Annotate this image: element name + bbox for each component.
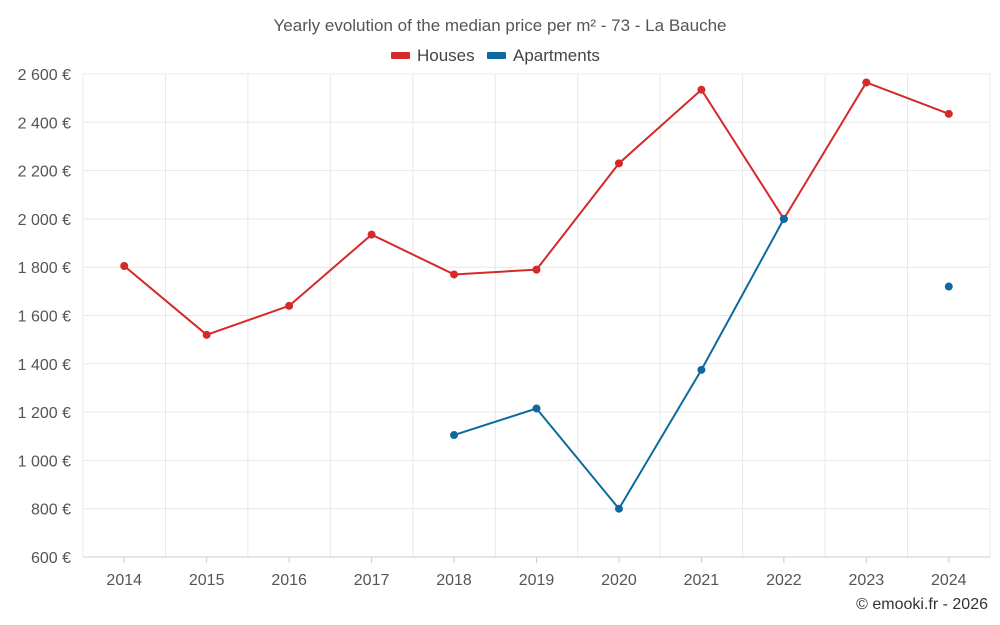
data-point-apartments[interactable] [450,431,459,440]
data-point-houses[interactable] [697,85,706,94]
legend-label: Apartments [513,46,600,65]
x-tick-label: 2017 [354,572,390,589]
legend: Houses Apartments [391,46,600,65]
legend-swatch [487,52,506,59]
series-apartments [450,214,953,513]
data-point-apartments[interactable] [944,282,953,291]
legend-item-apartments[interactable]: Apartments [487,46,600,65]
y-tick-label: 1 600 € [18,309,71,326]
x-tick-label: 2024 [931,572,967,589]
data-point-houses[interactable] [944,109,953,118]
data-point-houses[interactable] [202,330,211,339]
data-point-houses[interactable] [614,159,623,168]
legend-item-houses[interactable]: Houses [391,46,475,65]
data-point-houses[interactable] [367,230,376,239]
series-houses [120,78,953,339]
x-tick-label: 2021 [684,572,720,589]
x-tick-label: 2018 [436,572,472,589]
chart-title: Yearly evolution of the median price per… [274,16,727,35]
data-point-houses[interactable] [532,265,541,274]
x-tick-label: 2022 [766,572,802,589]
data-point-houses[interactable] [862,78,871,87]
y-tick-label: 800 € [31,502,71,519]
data-point-apartments[interactable] [532,404,541,413]
x-tick-label: 2016 [271,572,307,589]
y-tick-label: 2 000 € [18,212,71,229]
grid-lines [82,73,991,558]
y-tick-label: 1 800 € [18,260,71,277]
series-layer [120,78,953,513]
y-tick-label: 2 600 € [18,67,71,84]
data-point-houses[interactable] [450,270,459,279]
data-point-houses[interactable] [120,261,129,270]
axes: 600 € 800 € 1 000 € 1 200 € 1 400 € 1 600 € 1 … [18,67,990,589]
y-tick-label: 1 200 € [18,405,71,422]
x-tick-label: 2015 [189,572,225,589]
y-tick-label: 600 € [31,550,71,567]
y-tick-label: 1 400 € [18,357,71,374]
x-tick-label: 2019 [519,572,555,589]
data-point-apartments[interactable] [697,365,706,374]
x-tick-label: 2023 [849,572,885,589]
legend-label: Houses [417,46,475,65]
data-point-apartments[interactable] [779,214,788,223]
x-tick-label: 2020 [601,572,637,589]
data-point-apartments[interactable] [614,504,623,513]
y-tick-label: 1 000 € [18,453,71,470]
credit-text: © emooki.fr - 2026 [856,596,988,613]
data-point-houses[interactable] [285,301,294,310]
y-tick-label: 2 200 € [18,164,71,181]
legend-swatch [391,52,410,59]
y-tick-label: 2 400 € [18,115,71,132]
x-tick-label: 2014 [106,572,142,589]
